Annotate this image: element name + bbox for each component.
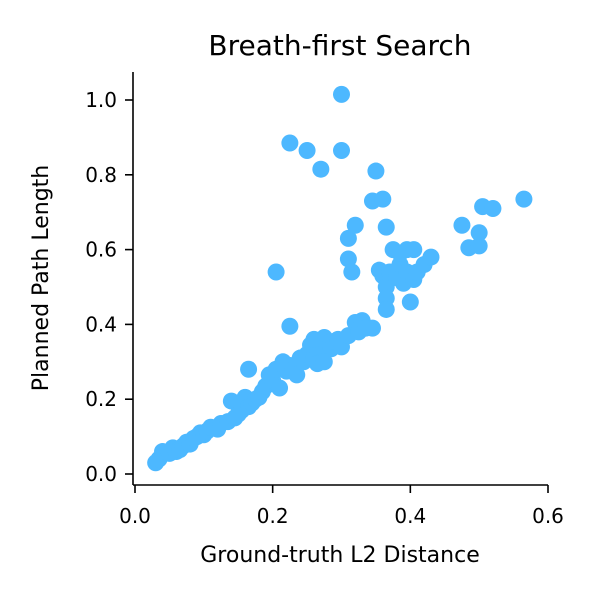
data-point (333, 85, 350, 103)
y-ticks: 0.0 0.2 0.4 0.6 0.8 1.0 (85, 88, 133, 486)
x-axis-label: Ground-truth L2 Distance (200, 543, 479, 568)
data-point (298, 141, 316, 159)
data-point (281, 134, 299, 152)
data-point (288, 366, 306, 384)
data-point (267, 263, 285, 281)
data-point (422, 248, 440, 266)
data-point (346, 216, 364, 234)
data-point (515, 190, 533, 208)
data-point (484, 199, 502, 217)
y-tick-label: 0.2 (85, 387, 117, 411)
data-point (305, 330, 323, 348)
y-tick-label: 1.0 (85, 88, 117, 112)
y-tick-label: 0.4 (85, 312, 117, 336)
y-tick-label: 0.8 (85, 163, 117, 187)
x-tick-label: 0.4 (394, 504, 426, 528)
data-point (312, 160, 330, 178)
data-point (374, 190, 392, 208)
data-point (405, 241, 423, 259)
chart-title: Breath-first Search (208, 29, 471, 62)
data-point (339, 250, 357, 268)
data-point (401, 293, 419, 311)
data-point (470, 237, 488, 255)
data-point (271, 379, 289, 397)
data-point (377, 218, 395, 236)
data-point (470, 224, 488, 242)
data-point (333, 141, 350, 159)
y-tick-label: 0.6 (85, 238, 117, 262)
data-point (240, 360, 258, 378)
y-tick-label: 0.0 (85, 462, 117, 486)
data-point (343, 263, 361, 281)
data-point (339, 229, 357, 247)
x-ticks: 0.0 0.2 0.4 0.6 (119, 485, 564, 528)
data-point (281, 317, 299, 335)
y-axis-label: Planned Path Length (29, 165, 54, 391)
x-tick-label: 0.0 (119, 504, 151, 528)
points-layer (147, 85, 533, 472)
data-point (377, 300, 395, 318)
data-point (367, 162, 385, 180)
plot-area: 0.0 0.2 0.4 0.6 0.0 0.2 0.4 0.6 0.8 1.0 (85, 72, 564, 528)
data-point (363, 319, 381, 337)
data-point (453, 216, 471, 234)
data-point (315, 353, 333, 371)
x-tick-label: 0.6 (532, 504, 564, 528)
x-tick-label: 0.2 (257, 504, 289, 528)
